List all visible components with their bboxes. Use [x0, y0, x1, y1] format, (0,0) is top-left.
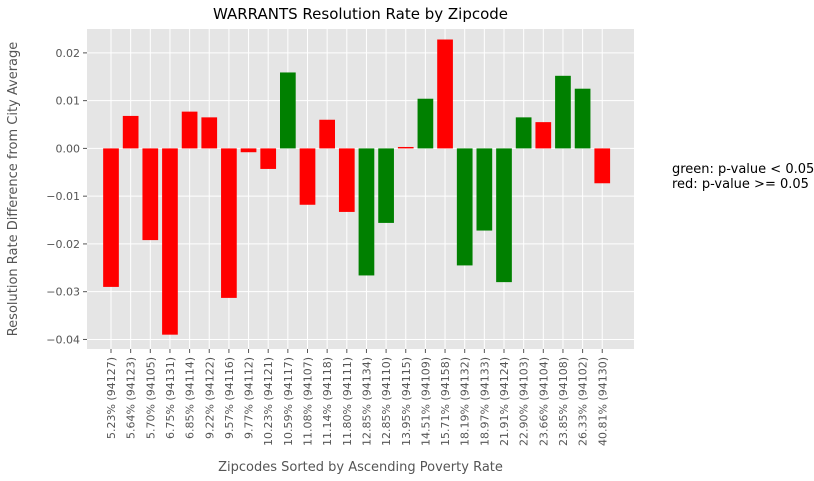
bar [378, 148, 394, 223]
y-tick-label: −0.02 [46, 238, 80, 251]
bar [338, 148, 355, 212]
bar [201, 117, 218, 149]
bar [299, 148, 316, 205]
x-tick-label: 11.08% (94107) [302, 357, 315, 446]
bar [417, 98, 434, 149]
bar [181, 111, 198, 149]
x-tick-label: 22.90% (94103) [518, 357, 531, 446]
x-tick-label: 11.14% (94118) [321, 357, 334, 446]
x-axis-label: Zipcodes Sorted by Ascending Poverty Rat… [218, 460, 503, 475]
x-tick-label: 40.81% (94130) [596, 357, 609, 446]
x-tick-label: 9.22% (94122) [203, 357, 216, 439]
bar [496, 148, 512, 283]
x-tick-label: 15.71% (94158) [439, 357, 452, 446]
bar [319, 119, 335, 149]
x-tick-label: 10.23% (94121) [262, 357, 275, 446]
y-tick-label: −0.01 [46, 190, 80, 203]
x-tick-label: 12.85% (94110) [380, 357, 393, 446]
y-axis-ticks: −0.04 −0.03 −0.02 −0.01 0.00 0.01 0.02 [46, 47, 87, 346]
y-tick-label: −0.03 [46, 286, 80, 299]
x-tick-label: 13.95% (94115) [400, 357, 413, 446]
bar [142, 148, 159, 241]
bar [240, 148, 257, 153]
x-tick-label: 23.66% (94104) [537, 357, 550, 446]
y-axis-label: Resolution Rate Difference from City Ave… [6, 42, 21, 337]
x-tick-label: 10.59% (94117) [282, 357, 295, 446]
bar [535, 122, 552, 149]
bar [476, 148, 493, 231]
x-tick-label: 6.85% (94114) [184, 357, 197, 439]
x-tick-label: 26.33% (94102) [577, 357, 590, 446]
bar [397, 146, 414, 149]
y-tick-label: 0.02 [56, 47, 81, 60]
bar [221, 148, 237, 298]
bar [162, 148, 178, 335]
y-tick-label: 0.01 [56, 95, 81, 108]
x-tick-label: 9.77% (94112) [243, 357, 256, 439]
x-tick-label: 21.91% (94124) [498, 357, 511, 446]
bar [515, 117, 532, 149]
bar [594, 148, 611, 184]
chart-title: WARRANTS Resolution Rate by Zipcode [213, 5, 508, 23]
x-tick-label: 6.75% (94131) [164, 357, 177, 439]
x-axis-ticks: 5.23% (94127) 5.64% (94123) 5.70% (94105) 6… [105, 349, 609, 446]
x-tick-label: 5.70% (94105) [144, 357, 157, 439]
bar [456, 148, 473, 266]
bars [103, 39, 611, 335]
x-tick-label: 18.19% (94132) [459, 357, 472, 446]
bar [260, 148, 277, 169]
bar [103, 148, 119, 287]
x-tick-label: 9.57% (94116) [223, 357, 236, 439]
x-tick-label: 11.80% (94111) [341, 357, 354, 446]
bar [280, 72, 296, 149]
bar [122, 115, 139, 149]
x-tick-label: 23.85% (94108) [557, 357, 570, 446]
annotation-red: red: p-value >= 0.05 [672, 177, 809, 192]
y-tick-label: 0.00 [56, 142, 81, 155]
y-tick-label: −0.04 [46, 333, 80, 346]
bar [358, 148, 375, 276]
annotation-green: green: p-value < 0.05 [672, 162, 814, 177]
bar [574, 88, 591, 149]
x-tick-label: 14.51% (94109) [419, 357, 432, 446]
x-tick-label: 18.97% (94133) [478, 357, 491, 446]
x-tick-label: 5.64% (94123) [125, 357, 138, 439]
x-tick-label: 12.85% (94134) [360, 357, 373, 446]
bar [555, 75, 571, 149]
bar [437, 39, 453, 149]
x-tick-label: 5.23% (94127) [105, 357, 118, 439]
